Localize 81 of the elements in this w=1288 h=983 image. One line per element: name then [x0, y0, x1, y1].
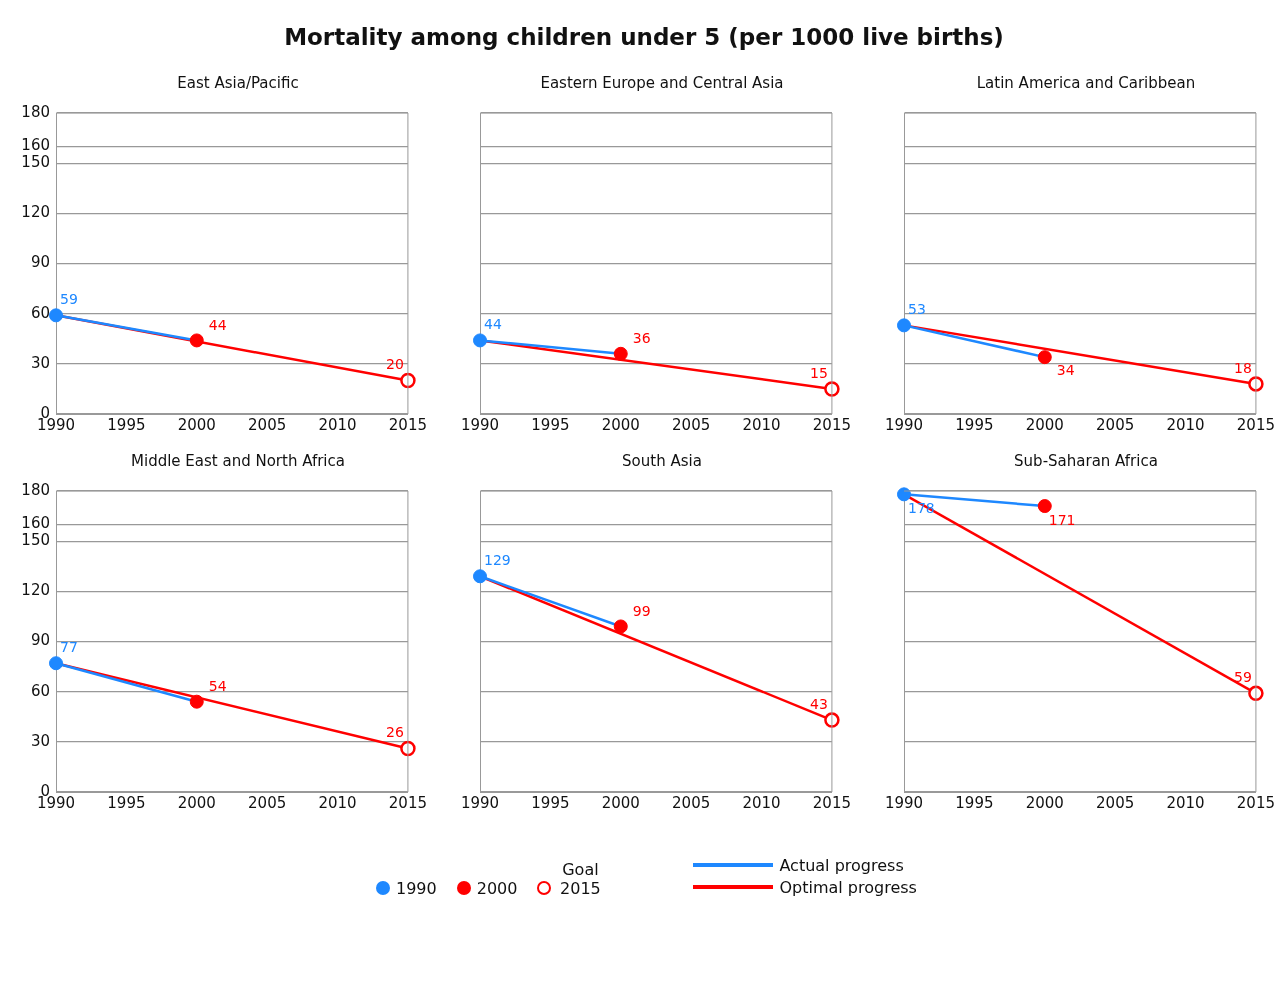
legend-label: Optimal progress [779, 877, 917, 897]
data-label: 53 [908, 301, 926, 318]
x-tick-label: 2010 [1166, 415, 1205, 434]
x-tick-label: 1990 [460, 415, 500, 434]
y-tick-label: 90 [30, 631, 50, 650]
x-tick-label: 2005 [672, 793, 711, 812]
x-tick-label: 1995 [531, 415, 570, 434]
y-tick-label: 30 [30, 353, 50, 372]
y-tick-label: 90 [30, 253, 50, 272]
y-tick-label: 180 [21, 102, 50, 121]
data-label: 171 [1048, 511, 1076, 528]
y-tick-label: 60 [30, 681, 50, 700]
x-tick-label: 1995 [531, 793, 570, 812]
x-tick-label: 2010 [318, 415, 357, 434]
point [49, 308, 63, 323]
legend-label: Goal 2015 [559, 860, 602, 898]
data-label: 44 [484, 316, 502, 333]
x-tick-label: 2000 [601, 415, 640, 434]
x-tick-label: 2005 [1096, 415, 1135, 434]
x-tick-label: 2000 [1025, 793, 1064, 812]
data-label: 15 [810, 364, 828, 381]
point [49, 656, 63, 671]
data-label: 18 [1234, 359, 1252, 376]
data-label: 77 [60, 638, 78, 655]
x-tick-label: 1995 [107, 793, 146, 812]
data-label: 44 [208, 317, 227, 334]
x-tick-label: 2015 [388, 415, 428, 434]
text: Mortality among children under 5 (per 1000 live births) [283, 23, 1005, 52]
data-label: 59 [1234, 668, 1252, 685]
y-tick-label: 160 [21, 136, 50, 155]
x-tick-label: 2015 [1236, 415, 1276, 434]
y-tick-label: 30 [30, 731, 50, 750]
y-tick-label: 180 [21, 480, 50, 499]
x-tick-label: 2015 [812, 415, 852, 434]
x-tick-label: 1990 [884, 415, 924, 434]
x-tick-label: 2000 [1025, 415, 1064, 434]
x-tick-label: 1995 [955, 793, 994, 812]
x-tick-label: 2005 [248, 415, 287, 434]
legend-label: 1990 [396, 879, 437, 898]
x-tick-label: 1990 [460, 793, 500, 812]
legend-label: Actual progress [779, 855, 904, 875]
x-tick-label: 1995 [955, 415, 994, 434]
x-tick-label: 2000 [177, 793, 216, 812]
y-tick-label: 120 [21, 581, 50, 600]
data-label: 20 [386, 356, 404, 373]
data-label: 99 [632, 603, 651, 620]
point [189, 694, 204, 709]
x-tick-label: 2015 [1236, 793, 1276, 812]
x-tick-label: 2015 [812, 793, 852, 812]
chart-title: South Asia [621, 452, 703, 472]
y-tick-label: 160 [21, 514, 50, 533]
chart-title: Eastern Europe and Central Asia [539, 74, 785, 94]
x-tick-label: 2005 [1096, 793, 1135, 812]
chart-title: Latin America and Caribbean [975, 74, 1197, 94]
x-tick-label: 2010 [742, 793, 781, 812]
x-tick-label: 2005 [248, 793, 287, 812]
x-tick-label: 2015 [388, 793, 428, 812]
data-label: 36 [632, 330, 651, 347]
data-label: 129 [484, 551, 511, 568]
x-tick-label: 2010 [742, 415, 781, 434]
x-tick-label: 1990 [884, 793, 924, 812]
legend-label: 2000 [476, 879, 518, 898]
data-label: 34 [1056, 361, 1075, 378]
x-tick-label: 2010 [1166, 793, 1205, 812]
y-tick-label: 150 [21, 531, 50, 550]
x-tick-label: 2000 [601, 793, 640, 812]
x-tick-label: 2010 [318, 793, 357, 812]
chart-title: Middle East and North Africa [130, 452, 346, 472]
y-tick-label: 150 [21, 153, 50, 172]
chart-title: East Asia/Pacific [176, 74, 300, 94]
data-label: 43 [810, 695, 828, 712]
chart-title: Sub-Saharan Africa [1013, 452, 1159, 472]
x-tick-label: 1995 [107, 415, 146, 434]
x-tick-label: 2005 [672, 415, 711, 434]
data-label: 59 [60, 290, 78, 307]
y-tick-label: 120 [21, 203, 50, 222]
x-tick-label: 2000 [177, 415, 216, 434]
y-tick-label: 60 [30, 303, 50, 322]
point [189, 333, 204, 348]
data-label: 26 [386, 724, 404, 741]
data-label: 54 [208, 678, 227, 695]
